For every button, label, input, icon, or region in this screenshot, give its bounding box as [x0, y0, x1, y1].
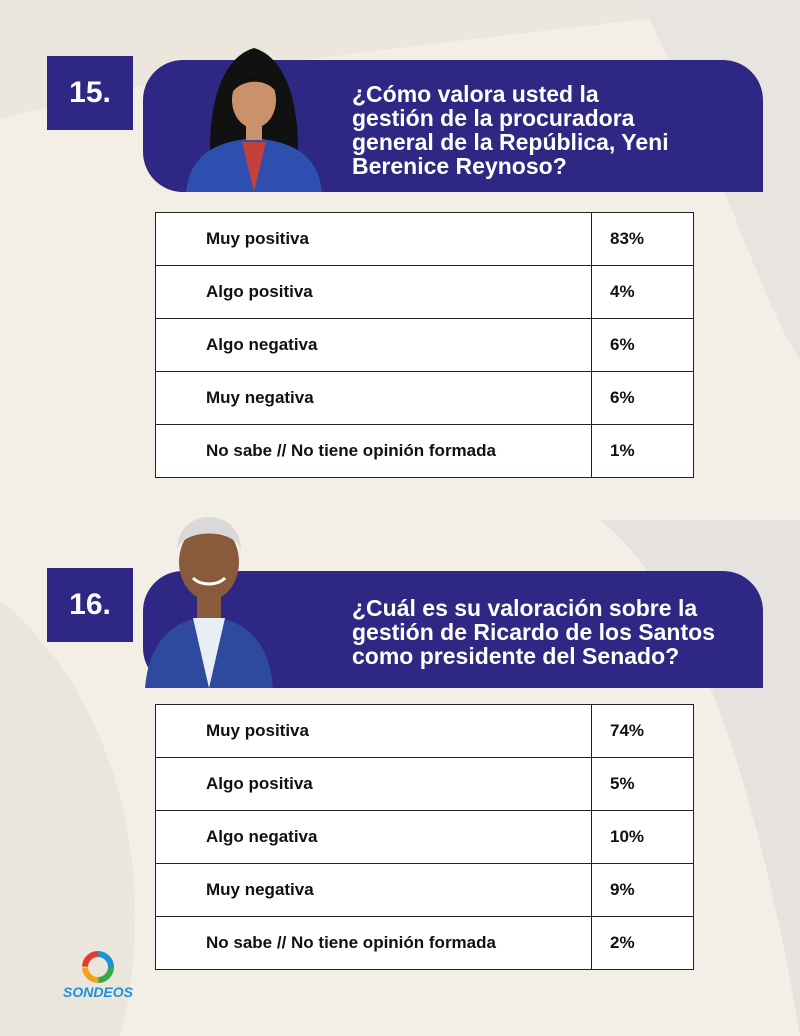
logo-ring-icon — [82, 951, 114, 983]
option-value: 2% — [591, 916, 694, 970]
question-line: como presidente del Senado? — [352, 643, 680, 669]
option-label: Algo negativa — [155, 810, 592, 864]
table-row: Algo positiva 4% — [155, 265, 694, 319]
table-row: Algo negativa 6% — [155, 318, 694, 372]
option-label: Muy negativa — [155, 863, 592, 917]
option-label: Algo negativa — [155, 318, 592, 372]
results-table: Muy positiva 74% Algo positiva 5% Algo n… — [155, 704, 694, 970]
option-value: 10% — [591, 810, 694, 864]
logo-text: SONDEOS — [62, 984, 133, 1000]
table-row: Muy positiva 74% — [155, 704, 694, 758]
portrait-image — [186, 48, 322, 192]
option-label: Muy negativa — [155, 371, 592, 425]
option-value: 9% — [591, 863, 694, 917]
table-row: Muy negativa 9% — [155, 863, 694, 917]
option-value: 6% — [591, 318, 694, 372]
results-table: Muy positiva 83% Algo positiva 4% Algo n… — [155, 212, 694, 478]
table-row: No sabe // No tiene opinión formada 1% — [155, 424, 694, 478]
option-value: 83% — [591, 212, 694, 266]
question-line: gestión de Ricardo de los Santos — [352, 619, 715, 645]
sondeos-logo: SONDEOS — [50, 950, 146, 1006]
table-row: Algo positiva 5% — [155, 757, 694, 811]
option-label: No sabe // No tiene opinión formada — [155, 424, 592, 478]
question-line: general de la República, Yeni — [352, 129, 669, 155]
table-row: Muy positiva 83% — [155, 212, 694, 266]
option-value: 74% — [591, 704, 694, 758]
portrait-image — [145, 517, 273, 688]
option-label: Algo positiva — [155, 265, 592, 319]
option-label: Muy positiva — [155, 704, 592, 758]
option-value: 4% — [591, 265, 694, 319]
table-row: Muy negativa 6% — [155, 371, 694, 425]
option-value: 5% — [591, 757, 694, 811]
option-label: Muy positiva — [155, 212, 592, 266]
option-label: No sabe // No tiene opinión formada — [155, 916, 592, 970]
option-value: 6% — [591, 371, 694, 425]
question-text: ¿Cómo valora usted la gestión de la proc… — [352, 82, 669, 178]
question-line: Berenice Reynoso? — [352, 153, 567, 179]
option-label: Algo positiva — [155, 757, 592, 811]
question-line: ¿Cuál es su valoración sobre la — [352, 595, 698, 621]
question-text: ¿Cuál es su valoración sobre la gestión … — [352, 596, 715, 668]
question-line: ¿Cómo valora usted la — [352, 81, 599, 107]
option-value: 1% — [591, 424, 694, 478]
question-number: 16. — [47, 568, 133, 642]
table-row: No sabe // No tiene opinión formada 2% — [155, 916, 694, 970]
question-line: gestión de la procuradora — [352, 105, 635, 131]
question-number: 15. — [47, 56, 133, 130]
table-row: Algo negativa 10% — [155, 810, 694, 864]
